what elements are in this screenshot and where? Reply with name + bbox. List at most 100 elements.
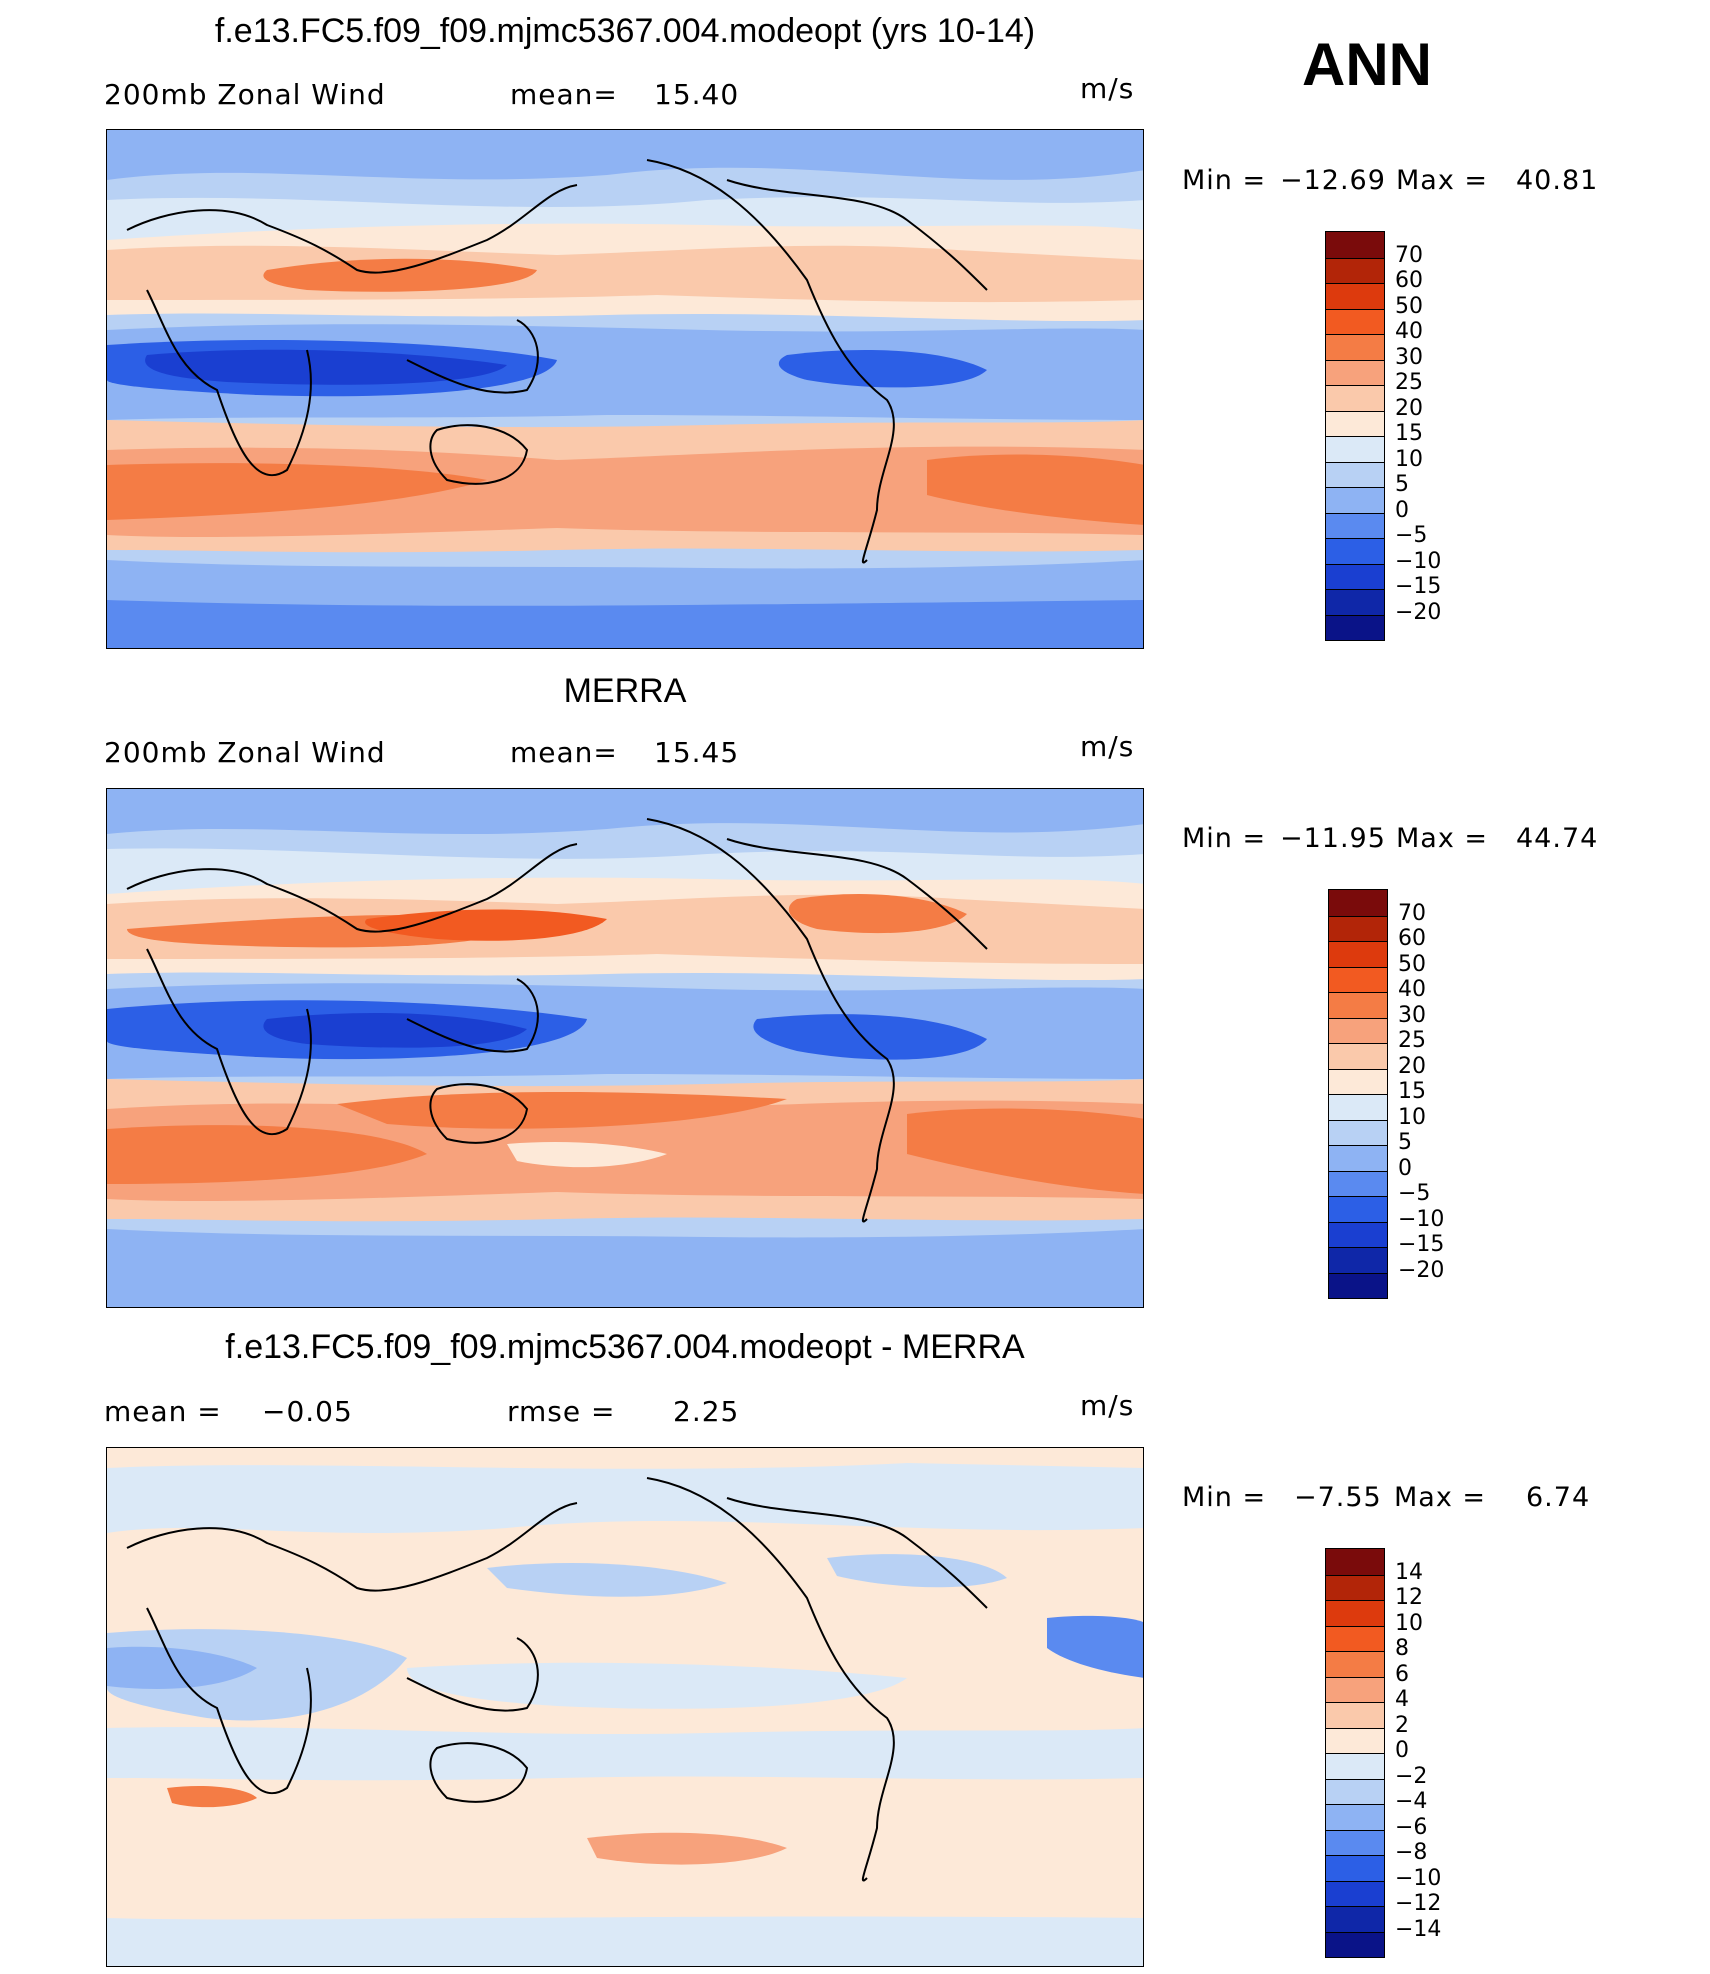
- panel-1-max-label: Max =: [1396, 165, 1489, 196]
- colorbar-tick-label: −10: [1398, 1206, 1445, 1232]
- panel-3-units: m/s: [1080, 1389, 1135, 1422]
- colorbar-tick-label: 0: [1398, 1155, 1412, 1181]
- panel-2-max-label: Max =: [1396, 823, 1489, 854]
- colorbar-tick-label: −20: [1395, 599, 1442, 625]
- colorbar-tick-label: −15: [1398, 1232, 1445, 1257]
- colorbar-swatch: [1329, 941, 1387, 967]
- colorbar-swatch: [1326, 461, 1384, 487]
- colorbar-swatch: [1326, 1651, 1384, 1677]
- colorbar-swatch: [1326, 359, 1384, 385]
- colorbar-tick-label: 60: [1398, 926, 1426, 951]
- colorbar-tick-label: 5: [1398, 1130, 1412, 1155]
- colorbar-swatch: [1326, 334, 1384, 360]
- colorbar-swatch: [1329, 1196, 1387, 1222]
- colorbar-swatch: [1326, 1702, 1384, 1728]
- colorbar-tick-label: 10: [1395, 1610, 1423, 1636]
- panel-3-title: f.e13.FC5.f09_f09.mjmc5367.004.modeopt -…: [225, 1328, 1025, 1366]
- colorbar-tick-label: 70: [1398, 900, 1426, 926]
- colorbar-tick-label: −5: [1398, 1181, 1431, 1206]
- panel-2-max-value: 44.74: [1516, 823, 1599, 854]
- colorbar-tick-label: 0: [1395, 497, 1409, 523]
- colorbar-swatch: [1329, 1272, 1387, 1298]
- season-label: ANN: [1302, 31, 1432, 98]
- panel-3-min-label: Min =: [1182, 1482, 1267, 1513]
- colorbar-tick-label: −5: [1395, 523, 1428, 548]
- panel-2-title: MERRA: [563, 672, 687, 710]
- panel-1-colorbar: [1325, 231, 1385, 641]
- colorbar-swatch: [1329, 1170, 1387, 1196]
- colorbar-swatch: [1326, 563, 1384, 589]
- colorbar-swatch: [1326, 232, 1384, 258]
- colorbar-swatch: [1326, 436, 1384, 462]
- colorbar-tick-label: −10: [1395, 548, 1442, 574]
- panel-3-mean-value: −0.05: [262, 1395, 353, 1428]
- panel-1-units: m/s: [1080, 72, 1135, 105]
- colorbar-swatch: [1329, 966, 1387, 992]
- colorbar-tick-label: −20: [1398, 1257, 1445, 1283]
- colorbar-tick-label: 2: [1395, 1712, 1409, 1738]
- colorbar-tick-label: 60: [1395, 268, 1423, 293]
- colorbar-tick-label: 12: [1395, 1585, 1423, 1610]
- colorbar-swatch: [1329, 1119, 1387, 1145]
- colorbar-swatch: [1326, 1855, 1384, 1881]
- colorbar-tick-label: 8: [1395, 1636, 1409, 1661]
- colorbar-tick-label: 0: [1395, 1738, 1409, 1763]
- colorbar-tick-label: 25: [1398, 1028, 1426, 1053]
- panel-2-map: [106, 788, 1144, 1308]
- colorbar-swatch: [1326, 1753, 1384, 1779]
- panel-1-map: [106, 129, 1144, 649]
- colorbar-swatch: [1326, 614, 1384, 640]
- colorbar-tick-label: −2: [1395, 1763, 1428, 1789]
- colorbar-swatch: [1329, 1068, 1387, 1094]
- panel-1-mean-label: mean=: [510, 78, 618, 111]
- panel-1-min-label: Min =: [1182, 165, 1267, 196]
- colorbar-tick-label: −4: [1395, 1789, 1428, 1814]
- colorbar-tick-label: −15: [1395, 574, 1442, 599]
- colorbar-tick-label: 10: [1398, 1104, 1426, 1130]
- colorbar-swatch: [1326, 1778, 1384, 1804]
- colorbar-swatch: [1329, 992, 1387, 1018]
- colorbar-swatch: [1329, 1145, 1387, 1171]
- panel-2-variable-label: 200mb Zonal Wind: [104, 736, 386, 769]
- panel-2-mean-label: mean=: [510, 736, 618, 769]
- colorbar-swatch: [1326, 487, 1384, 513]
- colorbar-tick-label: 6: [1395, 1661, 1409, 1687]
- colorbar-tick-label: 25: [1395, 370, 1423, 395]
- panel-1-max-value: 40.81: [1516, 165, 1599, 196]
- colorbar-tick-label: −14: [1395, 1916, 1442, 1942]
- colorbar-tick-label: 15: [1395, 421, 1423, 446]
- panel-2-units: m/s: [1080, 730, 1135, 763]
- panel-1-variable-label: 200mb Zonal Wind: [104, 78, 386, 111]
- panel-3-rmse-value: 2.25: [673, 1395, 740, 1428]
- colorbar-tick-label: 50: [1398, 951, 1426, 977]
- colorbar-swatch: [1329, 1221, 1387, 1247]
- colorbar-swatch: [1326, 589, 1384, 615]
- colorbar-swatch: [1326, 1549, 1384, 1575]
- colorbar-tick-label: 40: [1395, 319, 1423, 344]
- panel-3-mean-label: mean =: [104, 1395, 222, 1428]
- colorbar-swatch: [1329, 915, 1387, 941]
- panel-2-contour-field: [107, 789, 1143, 1307]
- panel-3-max-label: Max =: [1394, 1482, 1487, 1513]
- panel-3-map: [106, 1447, 1144, 1967]
- colorbar-swatch: [1326, 1906, 1384, 1932]
- colorbar-swatch: [1329, 1017, 1387, 1043]
- panel-3-min-value: −7.55: [1294, 1482, 1382, 1513]
- colorbar-tick-label: 15: [1398, 1079, 1426, 1104]
- colorbar-swatch: [1326, 1880, 1384, 1906]
- colorbar-swatch: [1326, 385, 1384, 411]
- colorbar-tick-label: 10: [1395, 446, 1423, 472]
- panel-1-title: f.e13.FC5.f09_f09.mjmc5367.004.modeopt (…: [214, 12, 1036, 50]
- panel-3-contour-field: [107, 1448, 1143, 1966]
- colorbar-swatch: [1326, 512, 1384, 538]
- colorbar-swatch: [1329, 890, 1387, 916]
- colorbar-tick-label: 70: [1395, 242, 1423, 268]
- panel-2-mean-value: 15.45: [654, 736, 740, 769]
- panel-2-min-value: −11.95: [1280, 823, 1386, 854]
- colorbar-swatch: [1329, 1043, 1387, 1069]
- panel-1-mean-value: 15.40: [654, 78, 740, 111]
- colorbar-swatch: [1326, 1829, 1384, 1855]
- colorbar-tick-label: −12: [1395, 1891, 1442, 1916]
- colorbar-tick-label: −10: [1395, 1865, 1442, 1891]
- colorbar-swatch: [1326, 410, 1384, 436]
